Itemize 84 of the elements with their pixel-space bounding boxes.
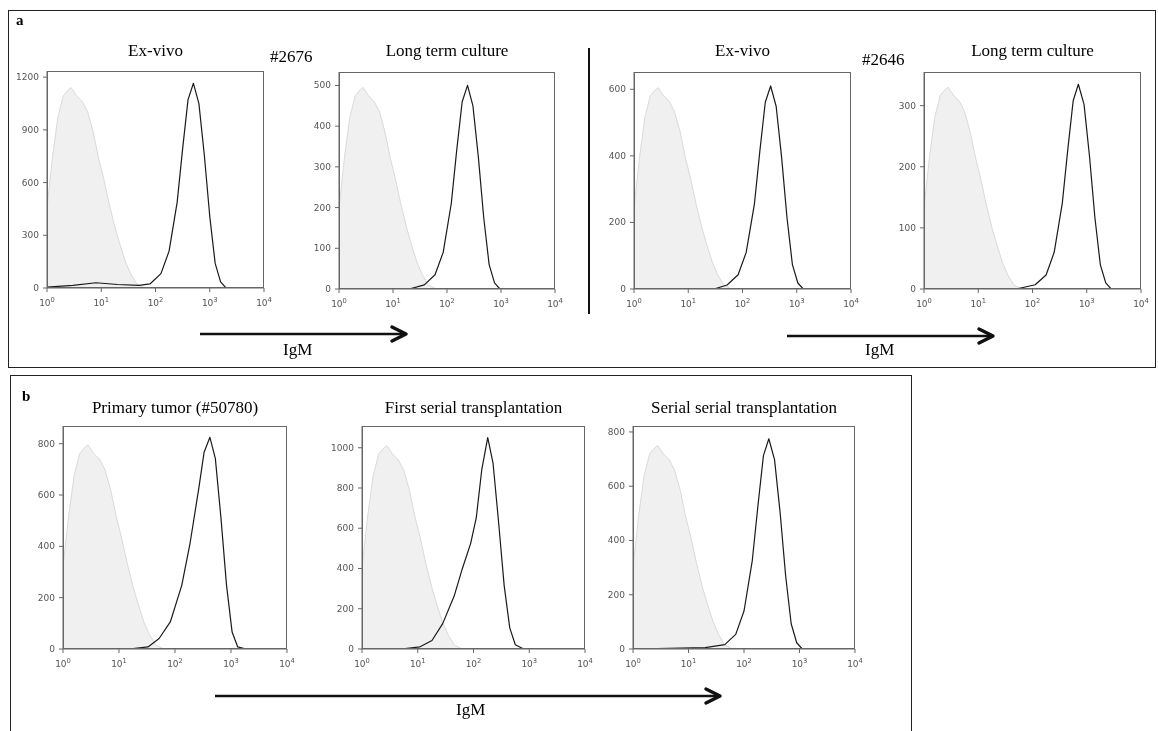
y-tick-label: 200 — [313, 202, 332, 213]
y-tick-label: 0 — [325, 284, 332, 294]
y-tick-label: 300 — [313, 161, 332, 172]
y-tick-label: 600 — [37, 490, 56, 501]
x-tick-label: 10$^{0}$ — [354, 657, 370, 669]
x-tick-label: 10$^{4}$ — [279, 657, 295, 669]
y-tick-label: 800 — [607, 426, 626, 437]
x-tick-label: 10$^{2}$ — [1024, 297, 1041, 309]
x-tick-label: 10$^{3}$ — [1078, 297, 1095, 309]
y-tick-label: 100 — [313, 243, 332, 254]
x-tick-label: 10$^{3}$ — [201, 296, 218, 308]
y-tick-label: 600 — [336, 523, 355, 534]
y-tick-label: 900 — [21, 124, 40, 135]
x-tick-label: 10$^{3}$ — [788, 297, 805, 309]
text: IgM — [865, 340, 895, 360]
x-tick-label: 10$^{3}$ — [223, 657, 239, 669]
y-tick-label: 200 — [336, 603, 355, 614]
x-tick-label: 10$^{0}$ — [55, 657, 71, 669]
y-tick-label: 400 — [608, 150, 627, 161]
y-tick-label: 200 — [898, 161, 917, 172]
x-tick-label: 10$^{4}$ — [1133, 297, 1149, 309]
chart-title: First serial transplantation — [383, 397, 564, 419]
x-tick-label: 10$^{0}$ — [331, 297, 347, 309]
x-tick-label: 10$^{2}$ — [736, 657, 752, 669]
text: #2646 — [862, 50, 905, 70]
x-tick-label: 10$^{4}$ — [577, 657, 593, 669]
y-tick-label: 1000 — [331, 442, 355, 453]
x-tick-label: 10$^{0}$ — [626, 297, 642, 309]
x-tick-label: 10$^{4}$ — [547, 297, 563, 309]
y-tick-label: 0 — [620, 284, 627, 294]
y-tick-label: 0 — [348, 644, 355, 654]
chart-title: Long term culture — [384, 40, 510, 62]
y-tick-label: 600 — [607, 481, 626, 492]
x-tick-label: 10$^{4}$ — [843, 297, 859, 309]
y-tick-label: 400 — [607, 535, 626, 546]
y-tick-label: 400 — [336, 563, 355, 574]
x-tick-label: 10$^{3}$ — [791, 657, 808, 669]
text: a — [16, 12, 24, 29]
x-tick-label: 10$^{1}$ — [970, 297, 987, 309]
x-tick-label: 10$^{2}$ — [465, 657, 482, 669]
y-tick-label: 200 — [608, 217, 627, 228]
y-tick-label: 400 — [313, 121, 332, 132]
y-tick-label: 800 — [37, 438, 56, 449]
x-tick-label: 10$^{2}$ — [734, 297, 751, 309]
y-tick-label: 500 — [313, 80, 332, 91]
x-tick-label: 10$^{1}$ — [385, 297, 401, 309]
y-tick-label: 600 — [21, 177, 40, 188]
x-tick-label: 10$^{0}$ — [625, 657, 641, 669]
x-tick-label: 10$^{1}$ — [680, 297, 697, 309]
y-tick-label: 0 — [619, 644, 626, 654]
chart-title: Ex-vivo — [714, 40, 771, 62]
x-tick-label: 10$^{2}$ — [439, 297, 455, 309]
chart-title: Long term culture — [970, 40, 1095, 62]
y-tick-label: 1200 — [16, 72, 40, 83]
x-tick-label: 10$^{4}$ — [847, 657, 863, 669]
x-tick-label: 10$^{2}$ — [147, 296, 164, 308]
text: IgM — [283, 340, 313, 360]
text: IgM — [456, 700, 486, 720]
x-tick-label: 10$^{3}$ — [521, 657, 538, 669]
x-tick-label: 10$^{2}$ — [167, 657, 183, 669]
chart-title: Serial serial transplantation — [650, 397, 838, 419]
x-tick-label: 10$^{3}$ — [493, 297, 509, 309]
y-tick-label: 300 — [898, 100, 917, 111]
chart-title: Ex-vivo — [127, 39, 184, 62]
text: #2676 — [270, 47, 313, 67]
chart-title: Primary tumor (#50780) — [90, 397, 260, 419]
y-tick-label: 200 — [37, 592, 56, 603]
x-tick-label: 10$^{0}$ — [916, 297, 932, 309]
y-tick-label: 0 — [910, 284, 917, 294]
y-tick-label: 400 — [37, 541, 56, 552]
y-tick-label: 300 — [21, 230, 40, 241]
x-tick-label: 10$^{1}$ — [111, 657, 127, 669]
y-tick-label: 200 — [607, 589, 626, 600]
x-tick-label: 10$^{4}$ — [256, 296, 272, 308]
x-tick-label: 10$^{0}$ — [39, 296, 55, 308]
x-tick-label: 10$^{1}$ — [409, 657, 426, 669]
y-tick-label: 0 — [33, 283, 40, 293]
y-tick-label: 800 — [336, 482, 355, 493]
y-tick-label: 100 — [898, 222, 917, 233]
y-tick-label: 0 — [49, 644, 56, 654]
text: b — [22, 388, 31, 405]
x-tick-label: 10$^{1}$ — [93, 296, 110, 308]
x-tick-label: 10$^{1}$ — [680, 657, 697, 669]
y-tick-label: 600 — [608, 84, 627, 95]
